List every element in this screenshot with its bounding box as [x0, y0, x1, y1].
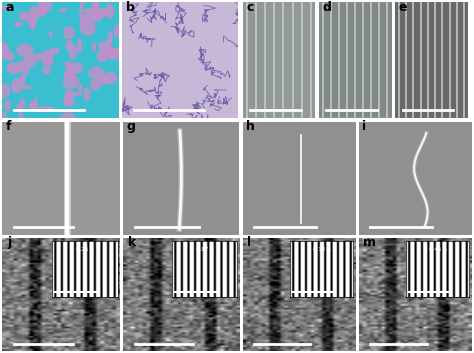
Ellipse shape: [0, 43, 9, 55]
Ellipse shape: [105, 48, 120, 58]
Ellipse shape: [104, 72, 117, 83]
Ellipse shape: [30, 101, 35, 109]
Text: h: h: [246, 120, 255, 133]
Ellipse shape: [3, 113, 6, 118]
Text: g: g: [127, 120, 136, 133]
Ellipse shape: [91, 80, 100, 90]
Ellipse shape: [20, 12, 24, 19]
Ellipse shape: [65, 101, 69, 104]
Ellipse shape: [105, 48, 119, 52]
Ellipse shape: [30, 20, 35, 29]
Ellipse shape: [25, 11, 27, 21]
Text: e: e: [399, 1, 408, 14]
Ellipse shape: [97, 49, 107, 61]
Ellipse shape: [21, 74, 25, 85]
Ellipse shape: [29, 7, 38, 21]
Ellipse shape: [42, 57, 53, 66]
Ellipse shape: [2, 52, 14, 60]
Text: c: c: [246, 1, 254, 14]
Text: a: a: [6, 1, 14, 14]
Ellipse shape: [67, 63, 82, 73]
Ellipse shape: [107, 39, 109, 52]
Ellipse shape: [20, 100, 25, 108]
Ellipse shape: [51, 48, 59, 53]
Ellipse shape: [27, 13, 36, 24]
Ellipse shape: [77, 39, 82, 53]
Ellipse shape: [0, 7, 12, 9]
Ellipse shape: [89, 67, 103, 79]
Ellipse shape: [17, 44, 33, 56]
Ellipse shape: [92, 43, 95, 50]
Ellipse shape: [35, 98, 37, 108]
Ellipse shape: [69, 45, 76, 59]
Ellipse shape: [96, 8, 105, 17]
Ellipse shape: [64, 76, 79, 88]
Ellipse shape: [97, 77, 109, 84]
Ellipse shape: [0, 84, 9, 98]
Ellipse shape: [106, 47, 109, 56]
Ellipse shape: [99, 10, 110, 16]
Ellipse shape: [11, 79, 22, 92]
Ellipse shape: [92, 0, 99, 11]
Ellipse shape: [65, 62, 72, 66]
Ellipse shape: [5, 100, 10, 111]
Ellipse shape: [38, 107, 54, 111]
Ellipse shape: [102, 13, 106, 16]
Ellipse shape: [91, 12, 102, 21]
Ellipse shape: [81, 16, 83, 26]
Text: d: d: [323, 1, 331, 14]
Ellipse shape: [106, 5, 114, 18]
Ellipse shape: [64, 27, 73, 38]
Ellipse shape: [19, 112, 22, 120]
Ellipse shape: [8, 66, 20, 73]
Ellipse shape: [34, 12, 44, 17]
Ellipse shape: [66, 41, 72, 50]
Ellipse shape: [37, 2, 47, 15]
Ellipse shape: [84, 9, 96, 13]
Ellipse shape: [114, 25, 120, 37]
Ellipse shape: [33, 54, 48, 60]
Ellipse shape: [41, 0, 52, 11]
Ellipse shape: [22, 86, 32, 89]
Text: m: m: [364, 236, 376, 249]
Text: f: f: [6, 120, 11, 133]
Ellipse shape: [80, 4, 82, 18]
Ellipse shape: [60, 9, 66, 12]
Ellipse shape: [108, 53, 119, 59]
Ellipse shape: [79, 84, 82, 91]
Ellipse shape: [49, 51, 53, 55]
Ellipse shape: [45, 50, 53, 61]
Ellipse shape: [69, 92, 82, 95]
Text: k: k: [128, 236, 136, 249]
Ellipse shape: [66, 110, 69, 124]
Ellipse shape: [43, 67, 51, 73]
Ellipse shape: [50, 31, 52, 37]
Ellipse shape: [80, 22, 95, 35]
Ellipse shape: [65, 89, 71, 100]
Ellipse shape: [18, 61, 25, 66]
Ellipse shape: [17, 104, 22, 111]
Ellipse shape: [64, 96, 74, 106]
Ellipse shape: [84, 88, 90, 100]
Ellipse shape: [64, 68, 75, 79]
Ellipse shape: [109, 31, 112, 43]
Ellipse shape: [80, 0, 85, 4]
Text: l: l: [247, 236, 251, 249]
Ellipse shape: [25, 55, 36, 67]
Ellipse shape: [83, 13, 96, 24]
Text: j: j: [7, 236, 11, 249]
Ellipse shape: [61, 114, 74, 119]
Text: b: b: [126, 1, 135, 14]
Ellipse shape: [99, 42, 111, 49]
Text: i: i: [362, 120, 366, 133]
Ellipse shape: [7, 63, 22, 69]
Ellipse shape: [15, 22, 22, 26]
Ellipse shape: [22, 63, 29, 74]
